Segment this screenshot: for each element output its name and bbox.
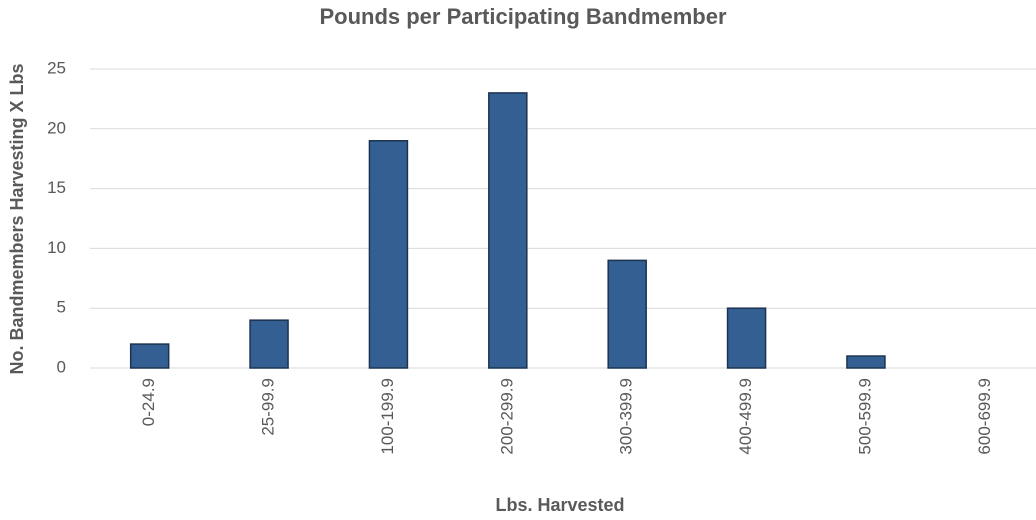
x-tick-label: 200-299.9 [497,378,516,455]
bar [129,343,170,369]
y-tick-label: 0 [57,357,66,376]
y-tick-label: 5 [57,298,66,317]
bar [726,307,767,369]
bar [846,355,886,369]
bar [488,92,528,369]
y-tick-label: 15 [47,178,66,197]
x-tick-label: 400-499.9 [736,378,755,455]
x-axis-title: Lbs. Harvested [495,495,624,515]
x-tick-label: 600-699.9 [975,378,994,455]
bar [249,319,289,369]
bar [607,259,647,369]
y-tick-label: 10 [47,238,66,257]
y-tick-label: 25 [47,58,66,77]
bar [368,140,409,369]
y-tick-label: 20 [47,118,66,137]
x-tick-label: 25-99.9 [259,378,278,436]
y-axis-title: No. Bandmembers Harvesting X Lbs [7,63,27,374]
x-tick-label: 0-24.9 [139,378,158,426]
chart-title: Pounds per Participating Bandmember [319,4,727,29]
x-tick-label: 100-199.9 [378,378,397,455]
x-tick-label: 300-399.9 [617,378,636,455]
x-tick-label: 500-599.9 [855,378,874,455]
